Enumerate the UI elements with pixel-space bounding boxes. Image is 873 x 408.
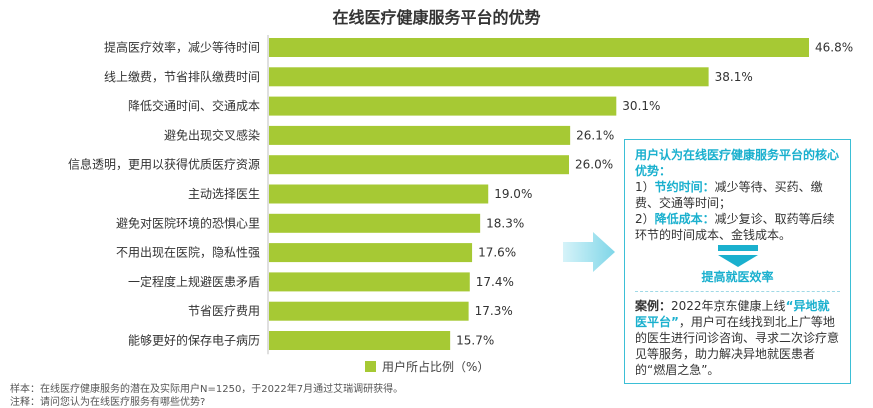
insight-callout: 用户认为在线医疗健康服务平台的核心优势： 1）节约时间：减少等待、买药、缴费、交… — [624, 139, 851, 384]
callout-result: 提高就医效率 — [701, 270, 774, 284]
bar — [269, 243, 473, 263]
callout-point-2: 2）降低成本：减少复诊、取药等后续环节的时间成本、金钱成本。 — [635, 211, 840, 243]
category-label: 节省医疗费用 — [188, 304, 260, 318]
bar — [269, 38, 809, 57]
bar — [269, 125, 571, 145]
value-label: 15.7% — [456, 334, 494, 348]
point-2-text: 减少复诊、取药等后续环节的时间成本、金钱成本。 — [635, 212, 835, 242]
value-label: 30.1% — [622, 99, 660, 113]
value-label: 18.3% — [486, 216, 524, 230]
category-label: 主动选择医生 — [188, 187, 260, 201]
category-label: 线上缴费，节省排队缴费时间 — [104, 69, 260, 84]
case-label: 案例： — [635, 299, 672, 313]
category-label: 不用出现在医院，隐私性强 — [116, 246, 260, 260]
point-2-number: 2） — [635, 212, 655, 226]
down-arrow-stem — [717, 245, 758, 251]
legend: 用户所占比例（%） — [365, 358, 489, 375]
bar — [269, 272, 470, 292]
value-label: 46.8% — [815, 41, 853, 55]
point-1-text: 减少等待、买药、缴费、交通等时间； — [635, 180, 823, 210]
down-arrow-icon — [717, 255, 758, 267]
value-label: 19.0% — [494, 187, 532, 201]
callout-divider — [635, 291, 840, 292]
point-1-number: 1） — [635, 180, 655, 194]
case-prefix: 2022年京东健康上线 — [671, 299, 786, 313]
callout-case: 案例：2022年京东健康上线“异地就医平台”，用户可在线找到北上广等地的医生进行… — [635, 298, 840, 378]
category-label: 信息透明，更用以获得优质医疗资源 — [68, 157, 260, 172]
value-label: 17.6% — [478, 246, 516, 260]
legend-swatch — [365, 361, 376, 372]
category-label: 避免出现交叉感染 — [164, 127, 260, 142]
value-label: 26.1% — [576, 128, 614, 142]
bar — [269, 331, 451, 350]
case-highlight: “异地就医平台” — [635, 299, 830, 329]
category-label: 避免对医院环境的恐惧心里 — [116, 215, 260, 230]
callout-heading: 用户认为在线医疗健康服务平台的核心优势： — [635, 148, 840, 178]
callout-point-1: 1）节约时间：减少等待、买药、缴费、交通等时间； — [635, 179, 840, 211]
value-label: 26.0% — [575, 158, 613, 172]
right-arrow-icon — [563, 232, 615, 272]
bar — [269, 213, 481, 233]
case-text: ，用户可在线找到北上广等地的医生进行问诊咨询、寻求二次诊疗意见等服务，助力解决异… — [635, 315, 840, 377]
point-1-title: 节约时间： — [654, 180, 715, 194]
bar — [269, 155, 569, 175]
value-label: 17.4% — [476, 275, 514, 289]
chart-title: 在线医疗健康服务平台的优势 — [332, 8, 541, 27]
category-label: 降低交通时间、交通成本 — [128, 98, 260, 113]
legend-label: 用户所占比例（%） — [382, 360, 490, 374]
point-2-title: 降低成本： — [654, 212, 715, 226]
bar — [269, 184, 489, 204]
category-label: 提高医疗效率，减少等待时间 — [104, 40, 260, 55]
footnote-note: 注释：请问您认为在线医疗服务有哪些优势? — [10, 397, 206, 408]
value-label: 38.1% — [715, 70, 753, 84]
category-label: 一定程度上规避医患矛盾 — [128, 274, 260, 289]
value-label: 17.3% — [475, 304, 513, 318]
bar — [269, 301, 469, 321]
bar — [269, 96, 617, 116]
bar — [269, 67, 709, 87]
category-label: 能够更好的保存电子病历 — [128, 333, 260, 348]
footnote-sample: 样本：在线医疗健康服务的潜在及实际用户N=1250，于2022年7月通过艾瑞调研… — [10, 384, 404, 395]
